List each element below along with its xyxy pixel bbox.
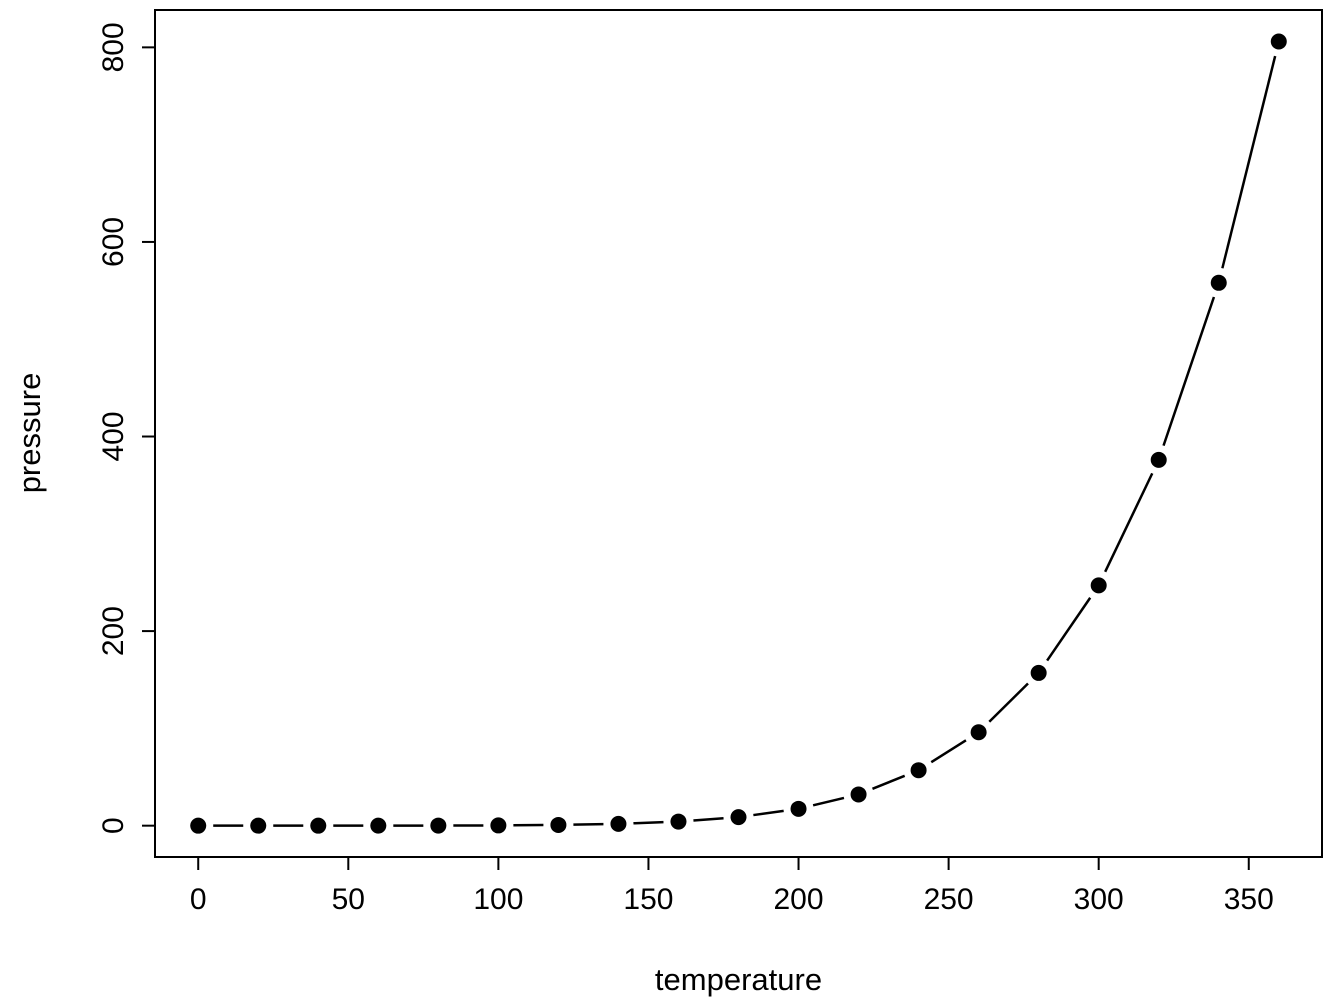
x-tick-label: 150 bbox=[623, 883, 673, 916]
data-point bbox=[430, 817, 447, 834]
y-tick-label: 0 bbox=[97, 817, 130, 834]
data-point bbox=[970, 724, 987, 741]
data-point bbox=[550, 816, 567, 833]
x-tick-label: 200 bbox=[773, 883, 823, 916]
x-tick-label: 350 bbox=[1224, 883, 1274, 916]
data-point bbox=[310, 817, 327, 834]
x-axis-label: temperature bbox=[654, 962, 823, 997]
data-point bbox=[670, 813, 687, 830]
series-segment bbox=[1162, 296, 1216, 447]
series-segment bbox=[1046, 597, 1092, 662]
series-segment bbox=[930, 739, 967, 764]
series-segment bbox=[1221, 55, 1277, 269]
data-point bbox=[730, 809, 747, 826]
data-point bbox=[610, 815, 627, 832]
y-tick-label: 600 bbox=[97, 217, 130, 267]
data-point bbox=[1150, 451, 1167, 468]
series-segment bbox=[812, 796, 845, 807]
y-tick-label: 800 bbox=[97, 22, 130, 72]
data-point bbox=[910, 762, 927, 779]
series-segment bbox=[633, 820, 664, 825]
x-tick-label: 0 bbox=[190, 883, 207, 916]
data-point bbox=[250, 817, 267, 834]
x-tick-label: 100 bbox=[473, 883, 523, 916]
x-tick-label: 250 bbox=[924, 883, 974, 916]
y-axis-label: pressure bbox=[12, 372, 47, 494]
y-tick-label: 200 bbox=[97, 606, 130, 656]
data-point bbox=[370, 817, 387, 834]
data-point bbox=[1210, 274, 1227, 291]
series-segment bbox=[872, 774, 906, 790]
data-point bbox=[190, 817, 207, 834]
data-point bbox=[490, 817, 507, 834]
series-segment bbox=[753, 809, 784, 817]
data-point bbox=[1030, 664, 1047, 681]
plot-box bbox=[154, 9, 1323, 858]
series-segment bbox=[988, 682, 1029, 723]
data-point bbox=[1270, 33, 1287, 50]
y-tick-label: 400 bbox=[97, 411, 130, 461]
data-point bbox=[1090, 577, 1107, 594]
x-tick-label: 300 bbox=[1074, 883, 1124, 916]
data-point bbox=[850, 786, 867, 803]
series-segment bbox=[573, 822, 604, 826]
series-segment bbox=[1104, 472, 1154, 573]
x-tick-label: 50 bbox=[332, 883, 365, 916]
data-point bbox=[790, 800, 807, 817]
series-segment bbox=[693, 816, 724, 822]
